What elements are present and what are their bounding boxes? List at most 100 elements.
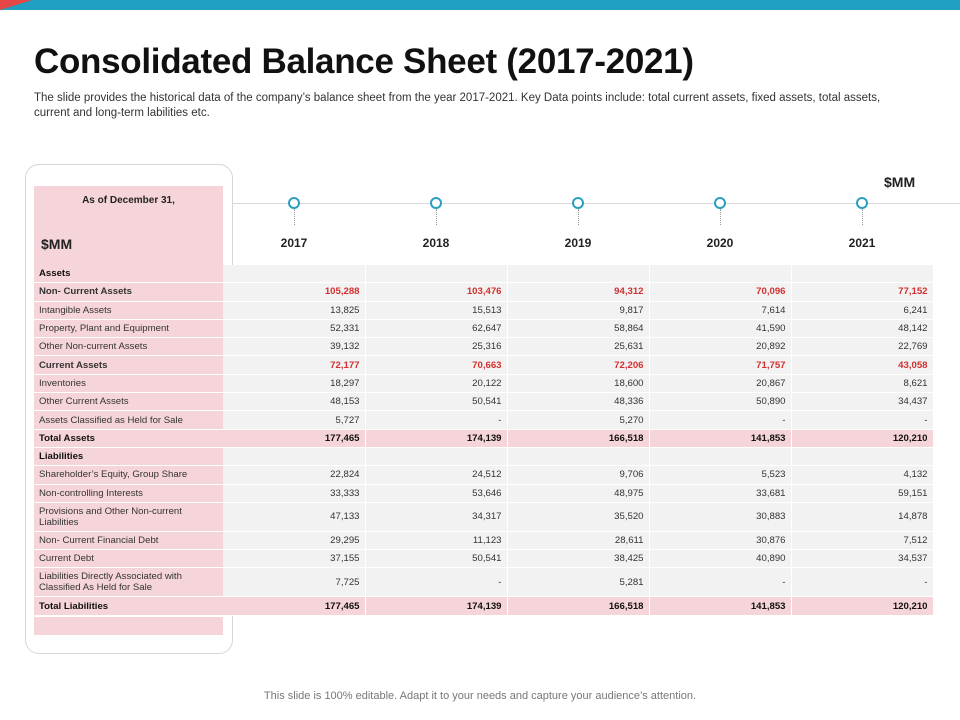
timeline-stem	[862, 209, 864, 225]
value-cell: 25,631	[507, 337, 650, 357]
row-label: Liabilities	[34, 447, 223, 467]
value-cell: 77,152	[791, 282, 934, 302]
year-label: 2019	[564, 236, 592, 250]
value-cell: 120,210	[791, 429, 934, 448]
value-cell: 35,520	[507, 502, 650, 532]
value-cell: 34,317	[365, 502, 508, 532]
value-cell: 13,825	[223, 301, 366, 320]
value-cell: 71,757	[649, 355, 792, 375]
table-row: Other Non-current Assets 39,132 25,316 25,6…	[34, 337, 934, 357]
value-cell: 11,123	[365, 531, 508, 551]
year-label: 2021	[848, 236, 876, 250]
row-label: Liabilities Directly Associated with Cla…	[34, 567, 223, 598]
unit-label-left: $MM	[41, 236, 73, 252]
value-cell: -	[649, 410, 792, 430]
value-cell: 58,864	[507, 319, 650, 339]
value-cell: 141,853	[649, 596, 792, 616]
value-cell: 5,270	[507, 410, 650, 430]
balance-sheet-table: Assets Non- Current Assets 105,288 103,476 9…	[34, 265, 934, 616]
value-cell: 5,523	[649, 465, 792, 485]
timeline-node-icon	[856, 197, 868, 209]
row-label: Other Current Assets	[34, 392, 223, 412]
timeline-line	[232, 203, 960, 204]
value-cell: 20,867	[649, 374, 792, 394]
table-row: Non- Current Assets 105,288 103,476 94,312 7…	[34, 282, 934, 302]
value-cell: 72,177	[223, 355, 366, 375]
row-label: Other Non-current Assets	[34, 337, 223, 357]
value-cell: 177,465	[223, 596, 366, 616]
value-cell: 15,513	[365, 301, 508, 320]
value-cell: 50,541	[365, 392, 508, 412]
value-cell: 48,975	[507, 484, 650, 503]
value-cell: 40,890	[649, 549, 792, 569]
value-cell: 22,769	[791, 337, 934, 357]
row-label: Non- Current Financial Debt	[34, 531, 223, 551]
row-label: Assets Classified as Held for Sale	[34, 410, 223, 430]
value-cell: 30,883	[649, 502, 792, 532]
value-cell: 34,437	[791, 392, 934, 412]
value-cell: 43,058	[791, 355, 934, 375]
value-cell: 4,132	[791, 465, 934, 485]
value-cell: 25,316	[365, 337, 508, 357]
value-cell: 14,878	[791, 502, 934, 532]
timeline-stem	[578, 209, 580, 225]
value-cell: 72,206	[507, 355, 650, 375]
value-cell: 52,331	[223, 319, 366, 339]
row-label: Assets	[34, 265, 223, 284]
timeline-stem	[720, 209, 722, 225]
value-cell: 94,312	[507, 282, 650, 302]
value-cell: 18,600	[507, 374, 650, 394]
value-cell: -	[791, 567, 934, 598]
value-cell: 105,288	[223, 282, 366, 302]
value-cell: 33,681	[649, 484, 792, 503]
table-row: Intangible Assets 13,825 15,513 9,817 7,614 6…	[34, 301, 934, 320]
value-cell: 7,725	[223, 567, 366, 598]
value-cell: 48,153	[223, 392, 366, 412]
slide-description: The slide provides the historical data o…	[34, 92, 881, 119]
table-row: Shareholder’s Equity, Group Share 22,824 2…	[34, 465, 934, 485]
row-label: Non-controlling Interests	[34, 484, 223, 503]
value-cell: -	[649, 567, 792, 598]
value-cell: 38,425	[507, 549, 650, 569]
value-cell: 28,611	[507, 531, 650, 551]
value-cell: 33,333	[223, 484, 366, 503]
value-cell: 50,541	[365, 549, 508, 569]
value-cell: 39,132	[223, 337, 366, 357]
table-row: Provisions and Other Non-current Liabili…	[34, 502, 934, 532]
value-cell	[365, 265, 508, 284]
timeline-node-icon	[714, 197, 726, 209]
table-row: Non- Current Financial Debt 29,295 11,123 2…	[34, 531, 934, 551]
as-of-label: As of December 31,	[82, 195, 175, 206]
value-cell: 59,151	[791, 484, 934, 503]
row-label: Shareholder’s Equity, Group Share	[34, 465, 223, 485]
row-label: Total Liabilities	[34, 596, 223, 616]
value-cell	[791, 447, 934, 467]
value-cell: 34,537	[791, 549, 934, 569]
value-cell: 70,663	[365, 355, 508, 375]
unit-label-top: $MM	[884, 174, 916, 190]
table-row: Other Current Assets 48,153 50,541 48,336 50…	[34, 392, 934, 412]
value-cell: 37,155	[223, 549, 366, 569]
value-cell: 6,241	[791, 301, 934, 320]
row-label: Current Assets	[34, 355, 223, 375]
table-row: Property, Plant and Equipment 52,331 62,64…	[34, 319, 934, 339]
value-cell	[365, 447, 508, 467]
value-cell: -	[365, 567, 508, 598]
value-cell: 8,621	[791, 374, 934, 394]
label-column-footer	[34, 617, 223, 635]
value-cell: 48,336	[507, 392, 650, 412]
value-cell: 174,139	[365, 429, 508, 448]
value-cell: 9,706	[507, 465, 650, 485]
table-row: Liabilities	[34, 447, 934, 467]
value-cell	[223, 447, 366, 467]
value-cell: 141,853	[649, 429, 792, 448]
table-row: Assets	[34, 265, 934, 284]
value-cell: 47,133	[223, 502, 366, 532]
value-cell: 5,281	[507, 567, 650, 598]
value-cell: 103,476	[365, 282, 508, 302]
value-cell: 70,096	[649, 282, 792, 302]
value-cell: 20,122	[365, 374, 508, 394]
value-cell: 29,295	[223, 531, 366, 551]
value-cell: 30,876	[649, 531, 792, 551]
value-cell: 53,646	[365, 484, 508, 503]
